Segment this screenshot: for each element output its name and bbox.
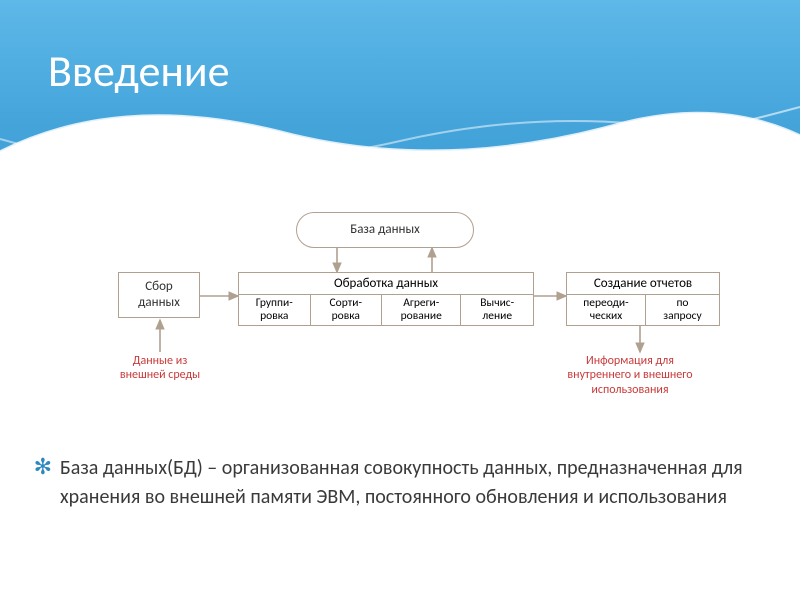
processing-cell: Агреги- рование — [382, 295, 461, 325]
bullet-marker: ✻ — [28, 452, 52, 483]
node-database: База данных — [296, 212, 474, 248]
report-cell: переоди- ческих — [567, 295, 646, 325]
label-left: Данные из внешней среды — [90, 354, 230, 383]
node-reports-header: Создание отчетов — [567, 273, 719, 295]
wave-decoration — [0, 81, 800, 201]
node-collect: Сбор данных — [118, 272, 200, 318]
label-right: Информация для внутреннего и внешнего ис… — [560, 354, 700, 397]
node-processing: Обработка данных Группи- ровкаСорти- ров… — [238, 272, 534, 326]
node-database-label: База данных — [350, 222, 420, 238]
diagram: База данных Сбор данных Обработка данных… — [0, 200, 800, 432]
processing-cell: Сорти- ровка — [311, 295, 383, 325]
header: Введение — [0, 0, 800, 200]
processing-cell: Группи- ровка — [239, 295, 311, 325]
bullet: ✻База данных(БД) – организованная совоку… — [60, 452, 750, 511]
node-collect-label: Сбор данных — [138, 279, 180, 310]
report-cell: по запросу — [646, 295, 719, 325]
node-reports: Создание отчетов переоди- ческихпо запро… — [566, 272, 720, 326]
processing-cell: Вычис- ление — [461, 295, 533, 325]
node-processing-header: Обработка данных — [239, 273, 533, 295]
bullet-text: База данных(БД) – организованная совокуп… — [60, 456, 743, 509]
